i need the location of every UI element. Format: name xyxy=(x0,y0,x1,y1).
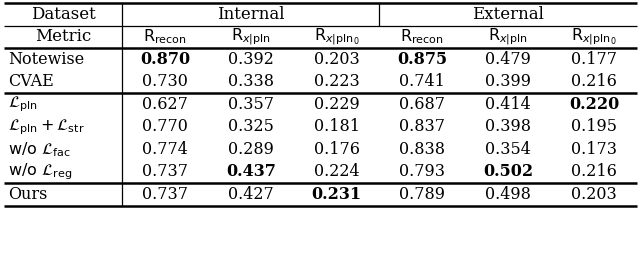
Text: 0.220: 0.220 xyxy=(569,96,620,113)
Text: 0.338: 0.338 xyxy=(228,73,274,90)
Text: w/o $\mathcal{L}_\mathrm{reg}$: w/o $\mathcal{L}_\mathrm{reg}$ xyxy=(8,162,72,182)
Text: $\mathcal{L}_\mathrm{pln} + \mathcal{L}_\mathrm{str}$: $\mathcal{L}_\mathrm{pln} + \mathcal{L}_… xyxy=(8,117,84,136)
Text: 0.203: 0.203 xyxy=(572,186,617,203)
Text: 0.354: 0.354 xyxy=(485,141,531,158)
Text: 0.770: 0.770 xyxy=(142,118,188,135)
Text: 0.427: 0.427 xyxy=(228,186,274,203)
Text: 0.687: 0.687 xyxy=(399,96,445,113)
Text: 0.224: 0.224 xyxy=(314,163,360,180)
Text: 0.479: 0.479 xyxy=(485,51,531,68)
Text: $\mathrm{R}_{x|\mathrm{pln}}$: $\mathrm{R}_{x|\mathrm{pln}}$ xyxy=(231,26,271,47)
Text: $\mathrm{R}_\mathrm{recon}$: $\mathrm{R}_\mathrm{recon}$ xyxy=(143,27,187,46)
Text: $\mathrm{R}_{x|\mathrm{pln}_0}$: $\mathrm{R}_{x|\mathrm{pln}_0}$ xyxy=(314,26,360,47)
Text: 0.357: 0.357 xyxy=(228,96,274,113)
Text: 0.774: 0.774 xyxy=(142,141,188,158)
Text: 0.223: 0.223 xyxy=(314,73,360,90)
Text: 0.870: 0.870 xyxy=(140,51,190,68)
Text: Internal: Internal xyxy=(217,6,285,23)
Text: 0.216: 0.216 xyxy=(571,163,617,180)
Text: Dataset: Dataset xyxy=(31,6,95,23)
Text: 0.177: 0.177 xyxy=(571,51,617,68)
Text: 0.498: 0.498 xyxy=(485,186,531,203)
Text: 0.793: 0.793 xyxy=(399,163,445,180)
Text: 0.875: 0.875 xyxy=(397,51,447,68)
Text: 0.627: 0.627 xyxy=(142,96,188,113)
Text: 0.176: 0.176 xyxy=(314,141,360,158)
Text: Metric: Metric xyxy=(35,28,91,45)
Text: 0.203: 0.203 xyxy=(314,51,360,68)
Text: 0.502: 0.502 xyxy=(483,163,533,180)
Text: 0.195: 0.195 xyxy=(571,118,617,135)
Text: 0.231: 0.231 xyxy=(312,186,362,203)
Text: 0.216: 0.216 xyxy=(571,73,617,90)
Text: 0.414: 0.414 xyxy=(485,96,531,113)
Text: 0.173: 0.173 xyxy=(571,141,617,158)
Text: 0.437: 0.437 xyxy=(226,163,276,180)
Text: $\mathrm{R}_{x|\mathrm{pln}_0}$: $\mathrm{R}_{x|\mathrm{pln}_0}$ xyxy=(572,26,617,47)
Text: 0.741: 0.741 xyxy=(399,73,445,90)
Text: $\mathcal{L}_\mathrm{pln}$: $\mathcal{L}_\mathrm{pln}$ xyxy=(8,94,38,114)
Text: 0.325: 0.325 xyxy=(228,118,274,135)
Text: 0.789: 0.789 xyxy=(399,186,445,203)
Text: 0.737: 0.737 xyxy=(142,163,188,180)
Text: 0.737: 0.737 xyxy=(142,186,188,203)
Text: $\mathrm{R}_\mathrm{recon}$: $\mathrm{R}_\mathrm{recon}$ xyxy=(401,27,444,46)
Text: 0.399: 0.399 xyxy=(485,73,531,90)
Text: 0.181: 0.181 xyxy=(314,118,360,135)
Text: 0.838: 0.838 xyxy=(399,141,445,158)
Text: w/o $\mathcal{L}_\mathrm{fac}$: w/o $\mathcal{L}_\mathrm{fac}$ xyxy=(8,140,71,159)
Text: 0.398: 0.398 xyxy=(485,118,531,135)
Text: 0.837: 0.837 xyxy=(399,118,445,135)
Text: Notewise: Notewise xyxy=(8,51,84,68)
Text: External: External xyxy=(472,6,544,23)
Text: 0.229: 0.229 xyxy=(314,96,360,113)
Text: 0.392: 0.392 xyxy=(228,51,274,68)
Text: Ours: Ours xyxy=(8,186,47,203)
Text: 0.730: 0.730 xyxy=(142,73,188,90)
Text: CVAE: CVAE xyxy=(8,73,54,90)
Text: $\mathrm{R}_{x|\mathrm{pln}}$: $\mathrm{R}_{x|\mathrm{pln}}$ xyxy=(488,26,528,47)
Text: 0.289: 0.289 xyxy=(228,141,274,158)
